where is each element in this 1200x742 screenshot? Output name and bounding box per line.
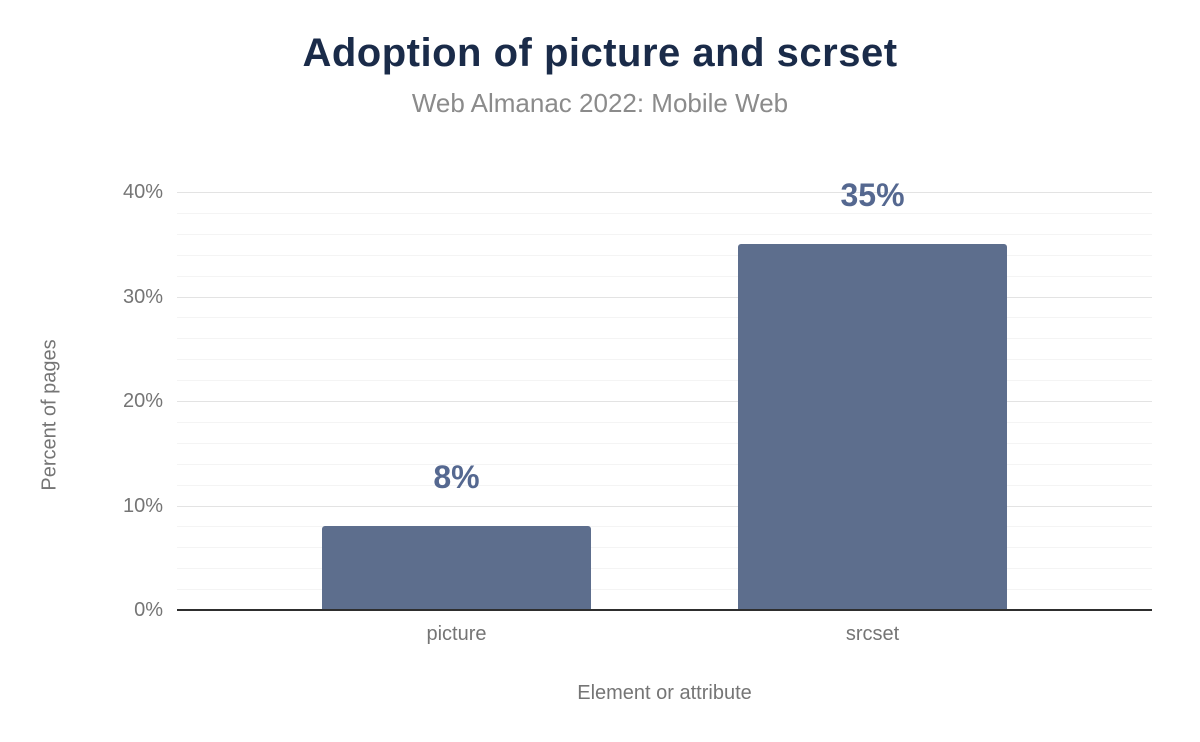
minor-gridline xyxy=(177,275,1152,277)
minor-gridline xyxy=(177,568,1152,570)
chart-title: Adoption of picture and scrset xyxy=(302,31,898,75)
minor-gridline xyxy=(177,338,1152,340)
minor-gridline xyxy=(177,317,1152,319)
minor-gridline xyxy=(177,359,1152,361)
major-gridline xyxy=(177,192,1152,193)
minor-gridline xyxy=(177,484,1152,486)
bar-value-label: 8% xyxy=(433,459,480,496)
x-category-label: picture xyxy=(426,623,487,645)
minor-gridline xyxy=(177,212,1152,214)
x-axis-line xyxy=(177,609,1152,611)
minor-gridline xyxy=(177,442,1152,444)
bar-srcset xyxy=(738,244,1007,610)
minor-gridline xyxy=(177,421,1152,423)
x-category-label: srcset xyxy=(845,623,900,645)
major-gridline xyxy=(177,296,1152,298)
minor-gridline xyxy=(177,380,1152,382)
minor-gridline xyxy=(177,463,1152,465)
y-tick-label: 30% xyxy=(122,285,163,308)
major-gridline xyxy=(177,401,1152,402)
x-axis-title: Element or attribute xyxy=(577,682,752,704)
y-tick-label: 40% xyxy=(122,181,163,203)
bar-picture xyxy=(322,526,591,610)
y-tick-label: 20% xyxy=(122,390,163,412)
minor-gridline xyxy=(177,547,1152,549)
bar-value-label: 35% xyxy=(840,177,905,214)
chart-subtitle: Web Almanac 2022: Mobile Web xyxy=(411,88,789,118)
major-gridline xyxy=(177,505,1152,507)
y-axis-title: Percent of pages xyxy=(38,339,61,491)
y-tick-label: 10% xyxy=(122,494,163,517)
y-tick-label: 0% xyxy=(134,599,163,621)
minor-gridline xyxy=(177,233,1152,235)
plot-area: 0% 10% 20% 30% 40% 8% picture 35% srcset xyxy=(123,178,1152,645)
minor-gridline xyxy=(177,526,1152,528)
minor-gridline xyxy=(177,589,1152,591)
minor-gridline xyxy=(177,254,1152,256)
